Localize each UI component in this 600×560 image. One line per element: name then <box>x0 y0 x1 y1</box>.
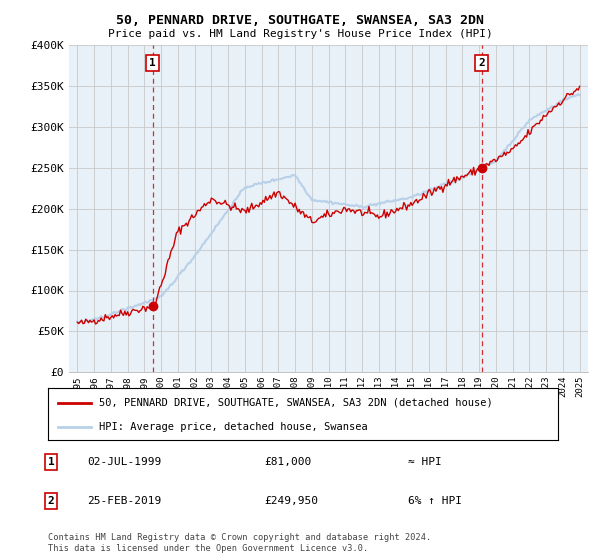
Text: 25-FEB-2019: 25-FEB-2019 <box>87 496 161 506</box>
Text: 02-JUL-1999: 02-JUL-1999 <box>87 457 161 467</box>
Text: HPI: Average price, detached house, Swansea: HPI: Average price, detached house, Swan… <box>99 422 368 432</box>
Text: ≈ HPI: ≈ HPI <box>408 457 442 467</box>
Text: £249,950: £249,950 <box>264 496 318 506</box>
Text: 6% ↑ HPI: 6% ↑ HPI <box>408 496 462 506</box>
Text: 1: 1 <box>47 457 55 467</box>
Text: 50, PENNARD DRIVE, SOUTHGATE, SWANSEA, SA3 2DN: 50, PENNARD DRIVE, SOUTHGATE, SWANSEA, S… <box>116 14 484 27</box>
Text: 2: 2 <box>478 58 485 68</box>
Text: 1: 1 <box>149 58 156 68</box>
Text: £81,000: £81,000 <box>264 457 311 467</box>
Text: Price paid vs. HM Land Registry's House Price Index (HPI): Price paid vs. HM Land Registry's House … <box>107 29 493 39</box>
Text: 50, PENNARD DRIVE, SOUTHGATE, SWANSEA, SA3 2DN (detached house): 50, PENNARD DRIVE, SOUTHGATE, SWANSEA, S… <box>99 398 493 408</box>
Text: Contains HM Land Registry data © Crown copyright and database right 2024.
This d: Contains HM Land Registry data © Crown c… <box>48 533 431 553</box>
Text: 2: 2 <box>47 496 55 506</box>
